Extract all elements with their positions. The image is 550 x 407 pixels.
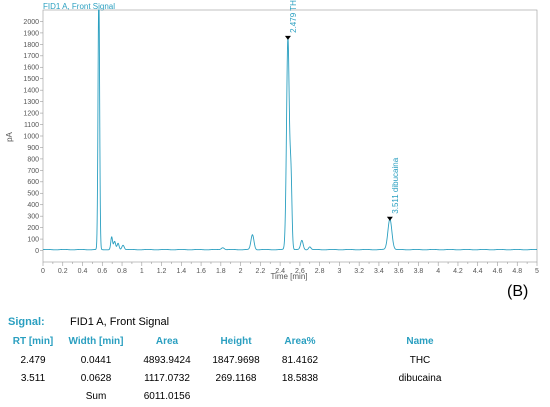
- x-tick-label: 1: [140, 268, 144, 275]
- y-tick-label: 1900: [23, 30, 39, 37]
- x-tick-label: 4.8: [512, 268, 522, 275]
- x-tick-label: 0: [41, 268, 45, 275]
- x-tick-label: 0.4: [78, 268, 88, 275]
- row2-area: 1117.0732: [144, 373, 190, 384]
- x-tick-label: 1.6: [196, 268, 206, 275]
- x-tick-label: 4: [436, 268, 440, 275]
- x-axis-ticks: 0 0.2 0.4 0.6 0.8 1 1.2 1.4 1.6 1.8 2 2.2 2.4 2.6 2.8 3…: [41, 262, 539, 275]
- x-tick-label: 3: [337, 268, 341, 275]
- row2-area-pct: 18.5838: [281, 373, 319, 384]
- y-tick-label: 1000: [23, 133, 39, 140]
- y-tick-label: 1800: [23, 42, 39, 49]
- header-name: Name: [406, 336, 434, 347]
- y-tick-label: 400: [27, 202, 39, 209]
- header-rt: RT [min]: [12, 336, 54, 347]
- row1-area: 4893.9424: [143, 355, 191, 366]
- peak-annotations: 2.479 THC 3.511 dibucaina: [284, 0, 400, 221]
- row1-name: THC: [409, 355, 431, 366]
- row2-width: 0.0628: [80, 373, 112, 384]
- y-tick-label: 600: [27, 179, 39, 186]
- x-tick-label: 0.8: [117, 268, 127, 275]
- signal-trace: [42, 9, 538, 251]
- x-tick-label: 1.2: [157, 268, 167, 275]
- y-tick-label: 1400: [23, 88, 39, 95]
- panel-letter: (B): [507, 283, 529, 300]
- y-tick-label: 1500: [23, 76, 39, 83]
- row1-width: 0.0441: [80, 355, 112, 366]
- y-tick-label: 900: [27, 145, 39, 152]
- peak-label: 3.511 dibucaina: [391, 157, 400, 213]
- y-axis-title: pA: [5, 131, 14, 141]
- y-tick-label: 300: [27, 214, 39, 221]
- chart-title: FID1 A, Front Signal: [43, 2, 115, 11]
- x-tick-label: 4.2: [453, 268, 463, 275]
- x-tick-label: 1.4: [176, 268, 186, 275]
- y-tick-label: 1300: [23, 99, 39, 106]
- x-tick-label: 5: [535, 268, 539, 275]
- sum-label: Sum: [85, 391, 107, 402]
- x-tick-label: 2: [239, 268, 243, 275]
- peak-marker: [284, 35, 291, 40]
- y-tick-label: 800: [27, 156, 39, 163]
- signal-label: Signal:: [8, 316, 45, 328]
- y-tick-label: 100: [27, 236, 39, 243]
- row1-area-pct: 81.4162: [281, 355, 319, 366]
- x-axis-title: Time [min]: [270, 272, 307, 281]
- x-tick-label: 0.6: [97, 268, 107, 275]
- y-axis-ticks: 0 100 200 300 400 500 600 700 800 900 1000 1100 1200…: [23, 19, 43, 255]
- chromatogram-svg: FID1 A, Front Signal pA Time [min] 0 100 2…: [5, 0, 539, 281]
- sum-area: 6011.0156: [143, 391, 191, 402]
- peak-marker: [386, 216, 393, 221]
- y-tick-label: 0: [35, 248, 39, 255]
- row2-height: 269.1168: [215, 373, 257, 384]
- row1-height: 1847.9698: [212, 355, 260, 366]
- header-area-pct: Area%: [284, 336, 316, 347]
- x-tick-label: 3.4: [374, 268, 384, 275]
- header-area: Area: [155, 336, 179, 347]
- y-tick-label: 1700: [23, 53, 39, 60]
- x-tick-label: 0.2: [58, 268, 68, 275]
- header-width: Width [min]: [68, 336, 124, 347]
- x-tick-label: 4.4: [473, 268, 483, 275]
- peak-label: 2.479 THC: [289, 0, 298, 33]
- y-tick-label: 200: [27, 225, 39, 232]
- x-tick-label: 1.8: [216, 268, 226, 275]
- x-tick-label: 3.6: [394, 268, 404, 275]
- y-tick-label: 700: [27, 168, 39, 175]
- row2-rt: 3.511: [20, 373, 46, 384]
- x-tick-label: 2.6: [295, 268, 305, 275]
- x-tick-label: 2.8: [315, 268, 325, 275]
- x-tick-label: 3.2: [354, 268, 364, 275]
- x-tick-label: 3.8: [414, 268, 424, 275]
- y-tick-label: 2000: [23, 19, 39, 26]
- x-tick-label: 4.6: [493, 268, 503, 275]
- header-height: Height: [220, 336, 252, 347]
- chromatogram: FID1 A, Front Signal pA Time [min] 0 100 2…: [5, 0, 539, 281]
- x-tick-label: 2.4: [275, 268, 285, 275]
- row2-name: dibucaina: [398, 373, 442, 384]
- signal-value: FID1 A, Front Signal: [70, 316, 170, 328]
- row1-rt: 2.479: [20, 355, 46, 366]
- y-tick-label: 1100: [24, 122, 39, 129]
- x-tick-label: 2.2: [255, 268, 265, 275]
- y-tick-label: 1600: [23, 65, 39, 72]
- y-tick-label: 1200: [23, 110, 39, 117]
- y-tick-label: 500: [27, 191, 39, 198]
